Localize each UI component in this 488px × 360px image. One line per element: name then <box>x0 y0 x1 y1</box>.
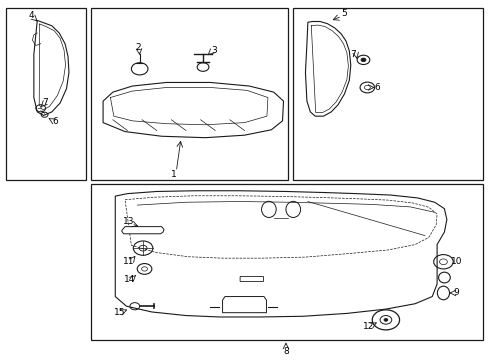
Text: 13: 13 <box>122 217 134 226</box>
Text: 15: 15 <box>114 308 125 317</box>
Bar <box>91 184 483 339</box>
Polygon shape <box>34 21 69 116</box>
Bar <box>293 8 483 180</box>
Text: 7: 7 <box>349 50 355 59</box>
Bar <box>5 8 86 180</box>
Text: 10: 10 <box>450 257 462 266</box>
FancyBboxPatch shape <box>240 276 263 282</box>
Polygon shape <box>122 226 163 234</box>
Polygon shape <box>305 22 350 116</box>
Text: 3: 3 <box>211 46 217 55</box>
Text: 6: 6 <box>374 83 380 92</box>
Text: 7: 7 <box>42 98 48 107</box>
Polygon shape <box>222 297 266 313</box>
Text: 12: 12 <box>363 322 374 331</box>
Bar <box>91 8 288 180</box>
Polygon shape <box>103 82 283 138</box>
Text: 6: 6 <box>52 117 58 126</box>
Polygon shape <box>115 191 446 317</box>
Text: 5: 5 <box>341 9 346 18</box>
Text: 2: 2 <box>135 43 141 52</box>
Text: 1: 1 <box>171 170 176 179</box>
Text: 9: 9 <box>453 288 459 297</box>
Circle shape <box>360 58 365 62</box>
Text: 11: 11 <box>122 257 134 266</box>
Text: 8: 8 <box>283 347 288 356</box>
Circle shape <box>383 319 387 321</box>
Text: 4: 4 <box>28 10 34 19</box>
Text: 14: 14 <box>124 275 135 284</box>
